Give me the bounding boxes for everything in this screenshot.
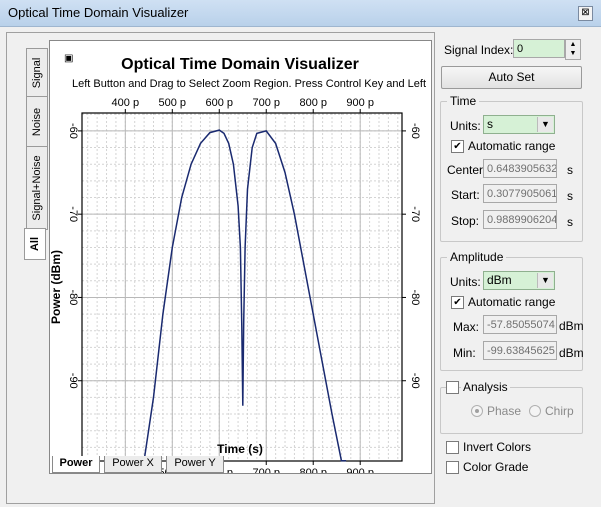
tab-signal[interactable]: Signal: [26, 48, 48, 98]
auto-set-button[interactable]: Auto Set: [441, 66, 582, 89]
time-auto-range-label: Automatic range: [468, 139, 556, 153]
stop-input[interactable]: 0.9889906204: [483, 210, 557, 229]
x-tick-label-top: 800 p: [299, 97, 327, 109]
y-tick-label-right: -70: [409, 206, 421, 222]
center-label: Center:: [447, 163, 487, 177]
tab-power-x[interactable]: Power X: [104, 456, 162, 473]
y-axis-label: Power (dBm): [50, 250, 63, 324]
phase-label: Phase: [487, 404, 522, 418]
time-units-select[interactable]: s ▼: [483, 115, 555, 134]
tab-power-y[interactable]: Power Y: [166, 456, 224, 473]
signal-index-spinner[interactable]: ▲ ▼: [565, 39, 581, 60]
invert-colors-label: Invert Colors: [463, 440, 532, 454]
chevron-down-icon: ▼: [537, 117, 553, 132]
x-tick-label-bottom: 800 p: [299, 467, 327, 473]
time-units-value: s: [487, 117, 493, 131]
tab-signal-noise[interactable]: Signal+Noise: [26, 146, 48, 230]
min-input[interactable]: -99.63845625: [483, 341, 557, 360]
x-tick-label-top: 900 p: [346, 97, 374, 109]
y-tick-label-right: -60: [409, 123, 421, 139]
chirp-label: Chirp: [545, 404, 574, 418]
time-auto-range-checkbox[interactable]: ✔: [451, 140, 464, 153]
amp-auto-range-label: Automatic range: [468, 295, 556, 309]
signal-index-input[interactable]: 0: [513, 39, 565, 58]
start-unit: s: [567, 189, 573, 203]
x-tick-label-bottom: 700 p: [252, 467, 280, 473]
x-tick-label-top: 600 p: [206, 97, 234, 109]
min-unit: dBm: [559, 346, 584, 360]
color-grade-checkbox[interactable]: [446, 461, 459, 474]
start-input[interactable]: 0.3077905061: [483, 184, 557, 203]
stop-label: Stop:: [451, 214, 480, 228]
y-tick-label-right: -80: [409, 290, 421, 306]
tab-signal-noise-label: Signal+Noise: [31, 155, 43, 221]
signal-index-label: Signal Index:: [444, 43, 514, 57]
color-grade-label: Color Grade: [463, 460, 529, 474]
max-unit: dBm: [559, 319, 584, 333]
y-ticks-layer: -60 -60 -70 -70 -80 -80 -90 -90: [67, 123, 421, 389]
plot-title: Optical Time Domain Visualizer: [121, 56, 359, 73]
amp-units-label: Units:: [450, 275, 481, 289]
plot-subtitle: Left Button and Drag to Select Zoom Regi…: [72, 78, 426, 90]
time-units-label: Units:: [450, 119, 481, 133]
y-tick-label-left: -80: [67, 290, 79, 306]
phase-radio[interactable]: [471, 405, 483, 417]
amplitude-group-title: Amplitude: [447, 250, 507, 264]
x-axis-label: Time (s): [217, 442, 263, 456]
amp-units-select[interactable]: dBm ▼: [483, 271, 555, 290]
analysis-group: [440, 387, 583, 434]
tab-all[interactable]: All: [24, 228, 46, 260]
min-label: Min:: [453, 346, 476, 360]
chirp-radio[interactable]: [529, 405, 541, 417]
start-label: Start:: [451, 188, 480, 202]
max-label: Max:: [453, 320, 480, 334]
amplitude-group: [440, 257, 583, 371]
x-tick-label-top: 400 p: [112, 97, 140, 109]
x-tick-label-top: 700 p: [252, 97, 280, 109]
time-group: [440, 101, 583, 242]
grid-layer: [82, 113, 402, 461]
time-group-title: Time: [447, 94, 480, 108]
title-bar: Optical Time Domain Visualizer ⊠: [0, 0, 601, 27]
tab-noise[interactable]: Noise: [26, 96, 48, 148]
invert-colors-checkbox[interactable]: [446, 441, 459, 454]
amp-units-value: dBm: [487, 273, 512, 287]
chevron-down-icon: ▼: [537, 273, 553, 288]
plot-app-icon: ▣: [64, 53, 73, 64]
max-input[interactable]: -57.85055074: [483, 315, 557, 334]
x-tick-label-top: 500 p: [159, 97, 187, 109]
window-title: Optical Time Domain Visualizer: [8, 5, 189, 20]
y-tick-label-left: -90: [67, 373, 79, 389]
center-unit: s: [567, 163, 573, 177]
power-trace: [143, 129, 347, 462]
analysis-label: Analysis: [461, 380, 510, 394]
center-input[interactable]: 0.6483905632: [483, 159, 557, 178]
tab-signal-label: Signal: [31, 57, 43, 89]
y-tick-label-left: -70: [67, 206, 79, 222]
analysis-checkbox[interactable]: [446, 381, 459, 394]
y-tick-label-right: -90: [409, 373, 421, 389]
tab-noise-label: Noise: [31, 107, 43, 137]
stop-unit: s: [567, 215, 573, 229]
y-tick-label-left: -60: [67, 123, 79, 139]
plot-area-border: [81, 112, 403, 462]
tab-power[interactable]: Power: [52, 456, 100, 473]
tab-all-label: All: [29, 236, 41, 252]
amp-auto-range-checkbox[interactable]: ✔: [451, 296, 464, 309]
close-icon[interactable]: ⊠: [578, 6, 593, 21]
x-tick-label-bottom: 900 p: [346, 467, 374, 473]
